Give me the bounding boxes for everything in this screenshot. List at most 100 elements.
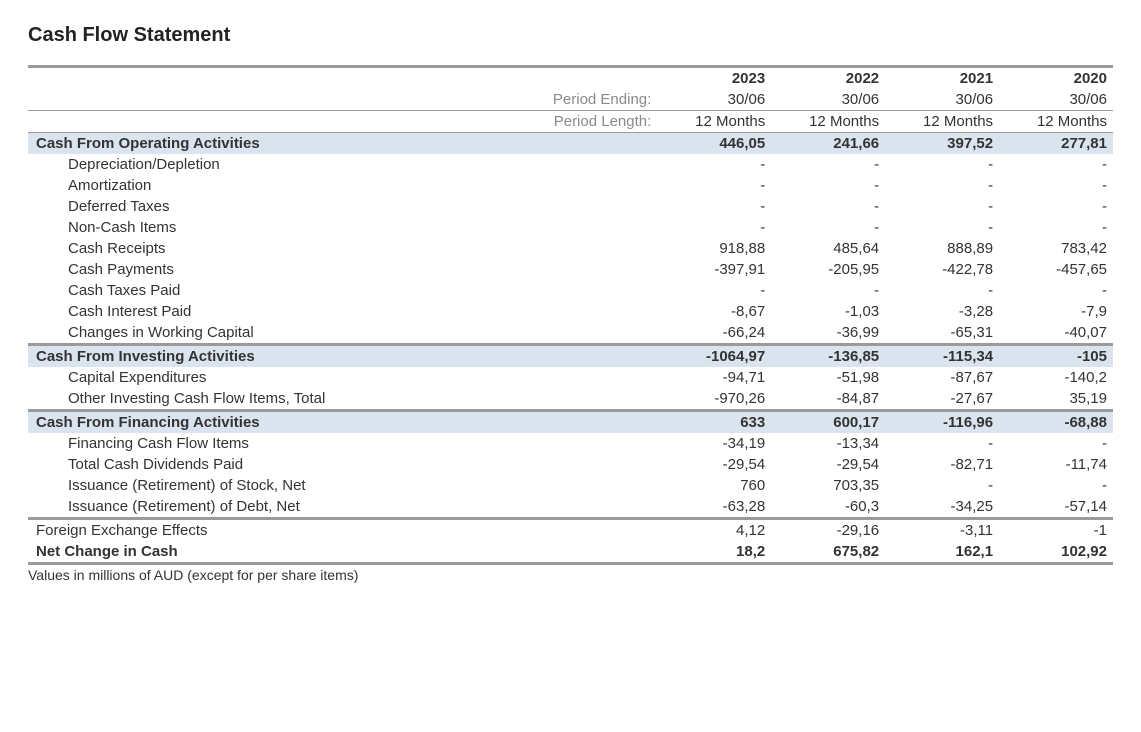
row-value: -34,19	[657, 433, 771, 454]
section-value: 600,17	[771, 411, 885, 434]
row-label: Issuance (Retirement) of Debt, Net	[28, 496, 657, 519]
row-value: 888,89	[885, 238, 999, 259]
row-value: -	[885, 433, 999, 454]
row-value: -29,54	[771, 454, 885, 475]
row-value: -65,31	[885, 322, 999, 345]
row-value: -	[885, 217, 999, 238]
section-value: 633	[657, 411, 771, 434]
row-value: -422,78	[885, 259, 999, 280]
row-label: Total Cash Dividends Paid	[28, 454, 657, 475]
row-value: -	[657, 196, 771, 217]
page-title: Cash Flow Statement	[28, 24, 1113, 47]
row-value: -	[657, 154, 771, 175]
row-value: -	[885, 475, 999, 496]
row-value: -457,65	[999, 259, 1113, 280]
row-value: -60,3	[771, 496, 885, 519]
row-value: -	[999, 175, 1113, 196]
row-value: 675,82	[771, 541, 885, 564]
section-value: -68,88	[999, 411, 1113, 434]
period-ending-label: Period Ending:	[28, 67, 657, 111]
row-label: Non-Cash Items	[28, 217, 657, 238]
row-value: -	[999, 217, 1113, 238]
row-value: -11,74	[999, 454, 1113, 475]
row-value: -40,07	[999, 322, 1113, 345]
row-value: 35,19	[999, 388, 1113, 411]
row-label: Cash Payments	[28, 259, 657, 280]
row-value: 783,42	[999, 238, 1113, 259]
row-value: -397,91	[657, 259, 771, 280]
col-date: 30/06	[771, 89, 885, 111]
section-value: -1064,97	[657, 345, 771, 368]
section-value: -116,96	[885, 411, 999, 434]
row-value: -3,11	[885, 519, 999, 542]
row-value: 162,1	[885, 541, 999, 564]
col-year: 2022	[771, 67, 885, 90]
section-value: 446,05	[657, 133, 771, 155]
row-value: -51,98	[771, 367, 885, 388]
row-value: -	[771, 154, 885, 175]
col-length: 12 Months	[657, 111, 771, 133]
section-value: 241,66	[771, 133, 885, 155]
row-label: Other Investing Cash Flow Items, Total	[28, 388, 657, 411]
row-label: Cash Taxes Paid	[28, 280, 657, 301]
row-label: Net Change in Cash	[28, 541, 657, 564]
row-label: Foreign Exchange Effects	[28, 519, 657, 542]
row-value: -	[885, 154, 999, 175]
row-label: Cash Receipts	[28, 238, 657, 259]
row-label: Cash Interest Paid	[28, 301, 657, 322]
period-length-label: Period Length:	[28, 111, 657, 133]
row-value: -87,67	[885, 367, 999, 388]
row-value: -	[999, 280, 1113, 301]
row-label: Changes in Working Capital	[28, 322, 657, 345]
cash-flow-table: Period Ending:202320222021202030/0630/06…	[28, 65, 1113, 565]
row-value: 703,35	[771, 475, 885, 496]
row-label: Deferred Taxes	[28, 196, 657, 217]
row-value: -13,34	[771, 433, 885, 454]
row-value: -1,03	[771, 301, 885, 322]
row-label: Financing Cash Flow Items	[28, 433, 657, 454]
section-value: -105	[999, 345, 1113, 368]
row-value: -84,87	[771, 388, 885, 411]
row-value: -	[771, 280, 885, 301]
row-value: -29,16	[771, 519, 885, 542]
row-value: -27,67	[885, 388, 999, 411]
row-value: -36,99	[771, 322, 885, 345]
col-date: 30/06	[885, 89, 999, 111]
row-value: -	[999, 154, 1113, 175]
row-value: 760	[657, 475, 771, 496]
row-value: -8,67	[657, 301, 771, 322]
row-value: -66,24	[657, 322, 771, 345]
row-value: -3,28	[885, 301, 999, 322]
row-value: -94,71	[657, 367, 771, 388]
col-date: 30/06	[657, 89, 771, 111]
row-value: -140,2	[999, 367, 1113, 388]
row-value: -	[999, 433, 1113, 454]
row-label: Depreciation/Depletion	[28, 154, 657, 175]
row-value: -	[657, 217, 771, 238]
row-value: -	[771, 217, 885, 238]
row-value: -1	[999, 519, 1113, 542]
row-label: Amortization	[28, 175, 657, 196]
row-value: -	[657, 175, 771, 196]
row-label: Capital Expenditures	[28, 367, 657, 388]
row-value: 4,12	[657, 519, 771, 542]
row-value: 18,2	[657, 541, 771, 564]
row-value: -63,28	[657, 496, 771, 519]
section-value: -115,34	[885, 345, 999, 368]
row-value: 918,88	[657, 238, 771, 259]
row-value: -	[657, 280, 771, 301]
col-length: 12 Months	[999, 111, 1113, 133]
row-value: -57,14	[999, 496, 1113, 519]
row-value: -	[885, 196, 999, 217]
col-length: 12 Months	[885, 111, 999, 133]
row-value: -82,71	[885, 454, 999, 475]
row-label: Issuance (Retirement) of Stock, Net	[28, 475, 657, 496]
row-value: -	[999, 196, 1113, 217]
section-value: 277,81	[999, 133, 1113, 155]
row-value: -205,95	[771, 259, 885, 280]
col-year: 2023	[657, 67, 771, 90]
row-value: -	[999, 475, 1113, 496]
col-year: 2021	[885, 67, 999, 90]
col-year: 2020	[999, 67, 1113, 90]
section-value: 397,52	[885, 133, 999, 155]
